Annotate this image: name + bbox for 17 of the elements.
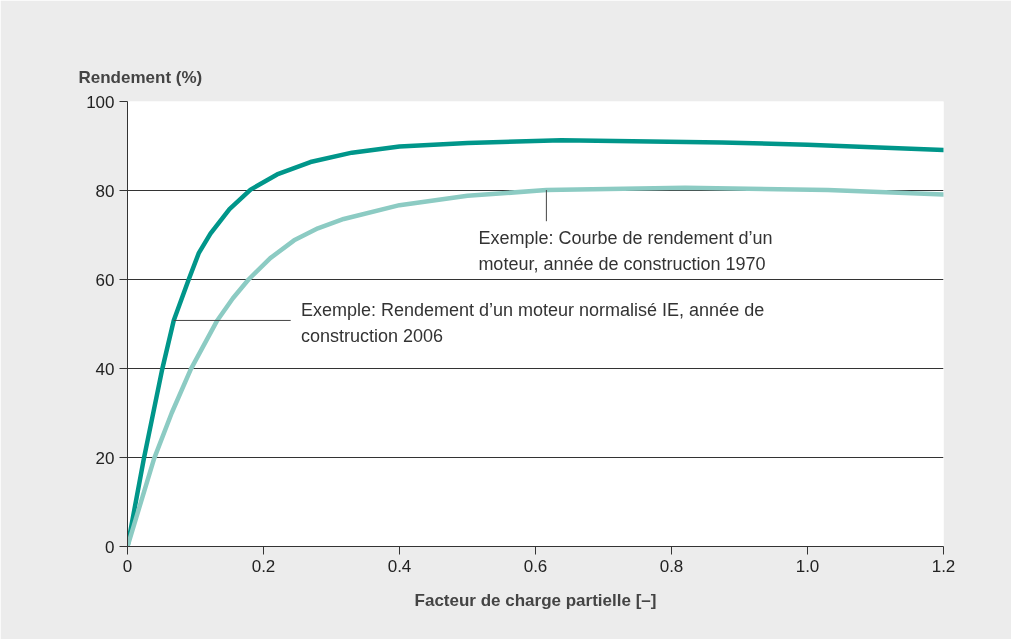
y-tick-label: 40 — [95, 359, 115, 379]
x-tick-label: 0.6 — [523, 556, 548, 576]
y-axis-title: Rendement (%) — [78, 67, 203, 87]
x-tick-label: 0.8 — [659, 556, 684, 576]
x-tick-label: 0 — [122, 556, 133, 576]
y-tick-label: 60 — [95, 270, 115, 290]
x-axis-title: Facteur de charge partielle [–] — [414, 590, 657, 610]
x-tick-label: 0.2 — [251, 556, 276, 576]
x-tick-label: 1.0 — [795, 556, 820, 576]
annotation: Exemple: Courbe de rendement d’un moteur, année de construction 1970 — [478, 227, 773, 274]
annotation: Exemple: Rendement d’un moteur normalisé IE, année de construction 2006 — [300, 300, 765, 347]
y-tick-label: 0 — [105, 537, 115, 557]
y-tick-label: 20 — [95, 448, 115, 468]
y-tick-label: 80 — [95, 181, 115, 201]
y-tick-label: 100 — [86, 92, 115, 112]
x-tick-label: 1.2 — [931, 556, 956, 576]
x-tick-label: 0.4 — [387, 556, 412, 576]
